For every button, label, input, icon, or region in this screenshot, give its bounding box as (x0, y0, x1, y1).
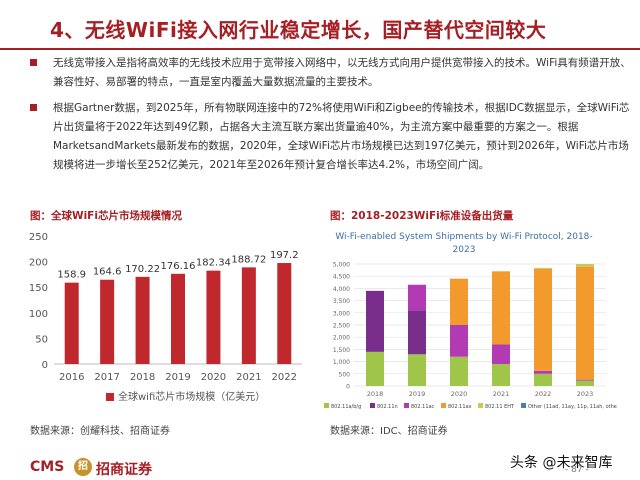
right-stacked-chart: Wi-Fi-enabled System Shipments by Wi-Fi … (324, 232, 617, 410)
x-tick-label: 2019 (165, 372, 190, 383)
stacked-bar-segment (576, 266, 594, 380)
right-chart-source: 数据来源：IDC、招商证券 (330, 426, 448, 437)
page-title: 4、无线WiFi接入网行业稳定增长，国产替代空间较大 (50, 18, 547, 42)
bullet-square-icon (30, 59, 37, 66)
bar (241, 267, 256, 364)
bar-value-label: 170.22 (125, 264, 160, 275)
y-tick-label: 150 (29, 283, 48, 294)
x-tick-label: 2018 (367, 390, 384, 398)
legend-swatch (370, 403, 375, 408)
y-tick-label: 250 (29, 232, 48, 243)
x-tick-label: 2022 (272, 372, 297, 383)
bar-value-label: 158.9 (57, 270, 86, 281)
legend-label: 802.11ac (411, 404, 435, 410)
stacked-bar-segment (534, 267, 552, 269)
legend-label: 802.11n (377, 404, 398, 410)
x-tick-label: 2019 (409, 390, 426, 398)
bar (171, 273, 185, 364)
title-bar: 4、无线WiFi接入网行业稳定增长，国产替代空间较大 (0, 0, 640, 52)
stacked-bar-segment (492, 364, 510, 386)
bar (100, 279, 115, 364)
y-tick-label: 100 (29, 309, 48, 320)
y-tick-label: 2,000 (333, 335, 350, 342)
y-tick-label: 3,000 (333, 310, 350, 317)
legend-label: 802.11ax (448, 404, 472, 410)
bar (206, 270, 221, 364)
stacked-bar-segment (492, 344, 510, 365)
y-tick-label: 3,500 (333, 298, 350, 305)
x-tick-label: 2016 (59, 372, 84, 383)
bar-value-label: 176.16 (161, 261, 196, 272)
legend-swatch (404, 403, 409, 408)
y-tick-label: 500 (339, 371, 351, 378)
y-tick-label: 4,500 (333, 274, 350, 281)
bar (64, 282, 79, 364)
y-tick-label: 50 (35, 334, 48, 345)
bar-value-label: 164.6 (93, 267, 122, 278)
y-tick-label: 4,000 (333, 286, 350, 293)
stacked-bar-segment (450, 278, 468, 325)
legend-swatch (478, 403, 483, 408)
title-divider (0, 48, 640, 50)
page-number: - 87 - (565, 465, 589, 475)
chart-title-line-2: 2023 (453, 245, 476, 255)
stacked-bar-segment (366, 351, 384, 386)
stacked-bar-segment (534, 373, 552, 386)
watermark: 头条 @未来智库 (510, 455, 613, 471)
left-bar-chart: 0 50 100 150 200 250 158.9 2016 164.6 2017 170.22 2… (29, 232, 302, 403)
brand-name: 招商证券 (96, 462, 152, 478)
bar (135, 276, 150, 364)
bullet-1: 无线宽带接入是指将高效率的无线技术应用于宽带接入网络中，以无线方式向用户提供宽带… (30, 54, 631, 94)
stacked-bar-segment (450, 325, 468, 357)
stacked-bar-segment (576, 379, 594, 381)
left-chart-source: 数据来源：创耀科技、招商证券 (30, 426, 170, 437)
y-tick-label: 0 (42, 360, 48, 371)
y-tick-label: 5,000 (333, 262, 350, 269)
bar-value-label: 182.34 (196, 258, 231, 269)
y-tick-label: 1,000 (333, 359, 350, 366)
x-tick-label: 2018 (130, 372, 155, 383)
stacked-bar-segment (492, 271, 510, 345)
stacked-bar-segment (408, 284, 426, 311)
x-tick-label: 2020 (451, 390, 468, 398)
stacked-bar-segment (534, 370, 552, 374)
x-tick-label: 2021 (493, 390, 510, 398)
bar-value-label: 188.72 (231, 254, 266, 265)
stacked-bar-segment (366, 290, 384, 352)
bar-value-label: 197.2 (270, 250, 299, 261)
legend-swatch (106, 393, 114, 401)
x-tick-label: 2020 (201, 372, 226, 383)
legend-label: 802.11 EHT (485, 404, 515, 410)
legend-label: Other (11ad, 11ay, 11p, 11ah, others) (528, 404, 617, 410)
stacked-bar-segment (576, 264, 594, 267)
x-tick-label: 2023 (577, 390, 594, 398)
y-tick-label: 200 (29, 258, 48, 269)
brand-seal-icon: 招 (74, 458, 92, 476)
x-tick-label: 2022 (535, 390, 552, 398)
left-chart-title: 图：全球WiFi芯片市场规模情况 (30, 210, 182, 222)
chart-title-line-1: Wi-Fi-enabled System Shipments by Wi-Fi … (335, 232, 592, 242)
stacked-bar-segment (534, 268, 552, 371)
stacked-bar-segment (576, 380, 594, 386)
legend-label: 全球wifi芯片市场规模（亿美元） (118, 390, 265, 403)
bullet-text: 根据Gartner数据，到2025年，所有物联网连接中的72%将使用WiFi和Z… (53, 102, 630, 171)
y-tick-label: 1,500 (333, 347, 350, 354)
legend-label: 802.11a/b/g (331, 404, 361, 410)
bullet-2: 根据Gartner数据，到2025年，所有物联网连接中的72%将使用WiFi和Z… (30, 99, 629, 199)
bullet-square-icon (30, 104, 37, 111)
x-tick-label: 2021 (236, 372, 261, 383)
right-chart-title: 图：2018-2023WiFi标准设备出货量 (330, 210, 514, 222)
cms-logo-text: CMS (30, 459, 65, 475)
legend-swatch (521, 403, 526, 408)
bullet-text: 无线宽带接入是指将高效率的无线技术应用于宽带接入网络中，以无线方式向用户提供宽带… (53, 57, 631, 88)
stacked-bar-segment (408, 310, 426, 355)
stacked-bar-segment (408, 354, 426, 386)
bar (277, 263, 292, 364)
legend-swatch (441, 403, 446, 408)
y-tick-label: 0 (346, 384, 350, 391)
stacked-bar-segment (450, 356, 468, 386)
x-tick-label: 2017 (94, 372, 119, 383)
legend-swatch (324, 403, 329, 408)
y-tick-label: 2,500 (333, 323, 350, 330)
